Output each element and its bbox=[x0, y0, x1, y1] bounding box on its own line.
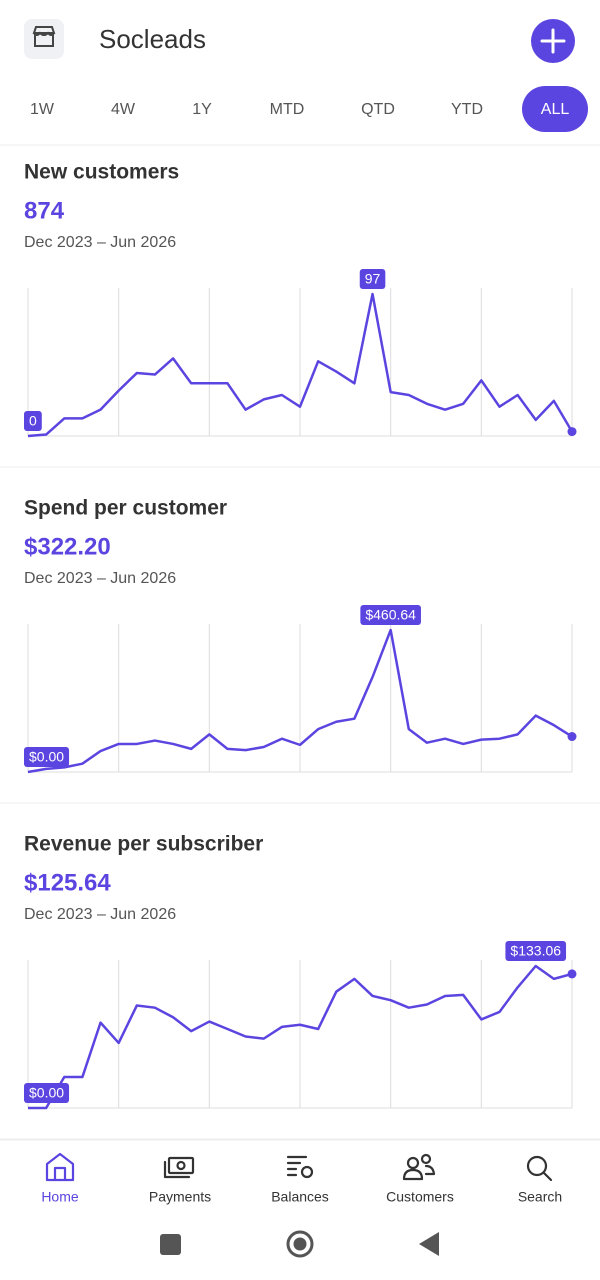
tab-label: ALL bbox=[541, 101, 570, 118]
data-label-text: $0.00 bbox=[29, 749, 64, 765]
app-logo bbox=[24, 19, 64, 59]
tab[interactable]: QTD bbox=[361, 101, 395, 118]
end-dot bbox=[567, 427, 577, 437]
card-period: Dec 2023 – Jun 2026 bbox=[24, 234, 176, 251]
tab[interactable]: 4W bbox=[111, 101, 136, 118]
home-button[interactable] bbox=[286, 1230, 314, 1258]
payments-icon bbox=[163, 1156, 195, 1179]
recents-button[interactable] bbox=[160, 1234, 181, 1255]
data-label: $0.00 bbox=[24, 747, 70, 767]
tab[interactable]: YTD bbox=[451, 101, 483, 118]
data-label: $460.64 bbox=[360, 605, 421, 625]
tab-selected-pill bbox=[522, 86, 588, 132]
tab[interactable]: MTD bbox=[270, 101, 305, 118]
app-title: Socleads bbox=[99, 24, 206, 54]
home-icon bbox=[45, 1152, 75, 1182]
data-label-bg bbox=[24, 1083, 70, 1103]
end-dot bbox=[567, 732, 577, 742]
data-label-text: $133.06 bbox=[510, 943, 561, 959]
add-button[interactable] bbox=[531, 19, 575, 63]
card-period: Dec 2023 – Jun 2026 bbox=[24, 570, 176, 587]
data-label: 0 bbox=[24, 411, 42, 431]
data-label-text: $0.00 bbox=[29, 1085, 64, 1101]
search-icon bbox=[526, 1155, 553, 1182]
nav-label[interactable]: Balances bbox=[271, 1189, 329, 1205]
data-label: $0.00 bbox=[24, 1083, 70, 1103]
logo-icon bbox=[32, 26, 56, 47]
tab[interactable]: 1Y bbox=[192, 101, 212, 118]
data-label-text: 97 bbox=[365, 271, 381, 287]
balances-icon bbox=[286, 1155, 314, 1179]
nav-label[interactable]: Search bbox=[518, 1189, 562, 1205]
line bbox=[28, 964, 573, 1110]
card-title: Spend per customer bbox=[24, 497, 227, 520]
tab-label: 4W bbox=[111, 101, 136, 118]
tab-label: 1W bbox=[30, 101, 55, 118]
data-label-bg bbox=[24, 411, 42, 431]
customers-icon bbox=[402, 1153, 436, 1181]
data-label-text: $460.64 bbox=[365, 607, 416, 623]
end-dot bbox=[567, 969, 577, 979]
card-total: $322.20 bbox=[24, 533, 111, 560]
tab-label: 1Y bbox=[192, 101, 212, 118]
data-label-bg bbox=[359, 269, 386, 289]
line bbox=[27, 292, 574, 438]
home-button-dot bbox=[293, 1237, 307, 1251]
line bbox=[27, 628, 573, 774]
card-title: New customers bbox=[24, 161, 179, 184]
card-title: Revenue per subscriber bbox=[24, 833, 263, 856]
data-label: 97 bbox=[359, 269, 386, 289]
tab-label: YTD bbox=[451, 101, 483, 118]
data-label-bg bbox=[505, 941, 567, 961]
nav-label[interactable]: Customers bbox=[386, 1189, 454, 1205]
back-button[interactable] bbox=[419, 1232, 439, 1256]
data-label: $133.06 bbox=[505, 941, 567, 961]
card-total: $125.64 bbox=[24, 869, 111, 896]
nav-label[interactable]: Payments bbox=[149, 1189, 211, 1205]
data-label-bg bbox=[24, 747, 70, 767]
card-period: Dec 2023 – Jun 2026 bbox=[24, 906, 176, 923]
tab[interactable]: ALL bbox=[522, 86, 588, 132]
data-label-bg bbox=[360, 605, 421, 625]
tab-label: QTD bbox=[361, 101, 395, 118]
data-label-text: 0 bbox=[29, 413, 37, 429]
nav-label[interactable]: Home bbox=[41, 1189, 79, 1205]
tab[interactable]: 1W bbox=[30, 101, 55, 118]
tab-label: MTD bbox=[270, 101, 305, 118]
card-total: 874 bbox=[24, 197, 65, 224]
